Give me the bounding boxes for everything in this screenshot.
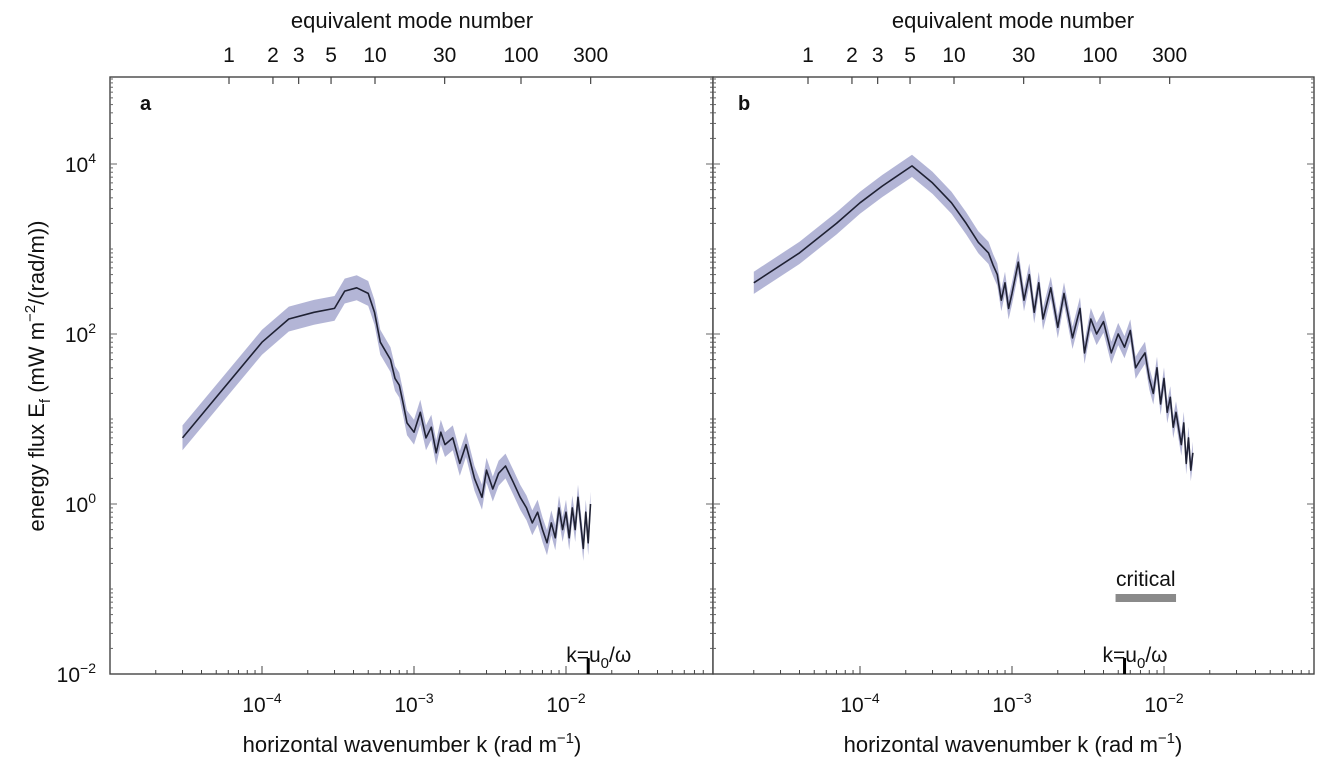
panel-b-x-axis-label: horizontal wavenumber k (rad m−1) — [844, 730, 1183, 757]
panel-a-series — [181, 275, 592, 561]
panel-b-critical-annotation: critical — [1115, 568, 1177, 602]
marker-label: k=u0/ω — [566, 644, 631, 672]
top-tick-label: 3 — [872, 44, 884, 67]
top-tick-label: 2 — [846, 44, 858, 67]
panel-b-letter: b — [738, 93, 750, 115]
top-tick-label: 5 — [325, 44, 337, 67]
panel-a-y-ticks: 10−2 100 102 104 — [57, 150, 97, 687]
panel-a-x-ticks: 10−4 10−3 10−2 — [155, 666, 704, 717]
x-tick-label: 10−3 — [992, 690, 1032, 717]
top-tick-label: 2 — [267, 44, 279, 67]
top-tick-label: 1 — [802, 44, 814, 67]
top-tick-label: 1 — [223, 44, 235, 67]
top-tick-label: 10 — [942, 44, 965, 67]
panel-a: a equivalent mode number 1 2 3 5 10 30 100 300 … — [22, 8, 714, 757]
marker-label: k=u0/ω — [1103, 644, 1168, 672]
series-line — [753, 165, 1194, 472]
top-tick-label: 5 — [904, 44, 916, 67]
panel-b-top-ticks: 1 2 3 5 10 30 100 300 — [802, 44, 1187, 84]
y-tick-label: 102 — [65, 320, 96, 347]
panel-a-top-ticks: 1 2 3 5 10 30 100 300 — [223, 44, 608, 84]
panel-a-x-axis-label: horizontal wavenumber k (rad m−1) — [243, 730, 582, 757]
series-uncertainty-band — [753, 154, 1193, 482]
y-tick-label: 104 — [65, 150, 96, 177]
y-axis-label: energy flux Ef (mW m−2/(rad/m)) — [22, 221, 54, 532]
panel-b: b equivalent mode number 1 2 3 5 10 30 100 300 … — [712, 8, 1315, 757]
panel-b-series — [753, 154, 1194, 482]
panel-a-letter: a — [140, 93, 152, 115]
y-tick-label: 10−2 — [57, 660, 97, 687]
panel-a-top-axis-label: equivalent mode number — [291, 8, 533, 33]
panel-b-x-ticks: 10−4 10−3 10−2 — [753, 666, 1310, 717]
top-tick-label: 300 — [573, 44, 608, 67]
top-tick-label: 100 — [1082, 44, 1117, 67]
top-tick-label: 10 — [363, 44, 386, 67]
x-tick-label: 10−2 — [546, 690, 586, 717]
series-line — [181, 286, 592, 550]
critical-label: critical — [1116, 568, 1176, 591]
top-tick-label: 30 — [433, 44, 456, 67]
top-tick-label: 30 — [1012, 44, 1035, 67]
panel-a-frame — [109, 76, 714, 675]
y-tick-label: 100 — [65, 490, 96, 517]
top-tick-label: 100 — [503, 44, 538, 67]
panel-b-top-axis-label: equivalent mode number — [892, 8, 1134, 33]
panel-a-marker: k=u0/ω — [566, 644, 631, 674]
x-tick-label: 10−4 — [840, 690, 880, 717]
x-tick-label: 10−2 — [1144, 690, 1184, 717]
panel-b-frame — [712, 76, 1315, 675]
panel-b-marker: k=u0/ω — [1103, 644, 1168, 674]
x-tick-label: 10−3 — [394, 690, 434, 717]
top-tick-label: 3 — [293, 44, 305, 67]
top-tick-label: 300 — [1152, 44, 1187, 67]
x-tick-label: 10−4 — [242, 690, 282, 717]
